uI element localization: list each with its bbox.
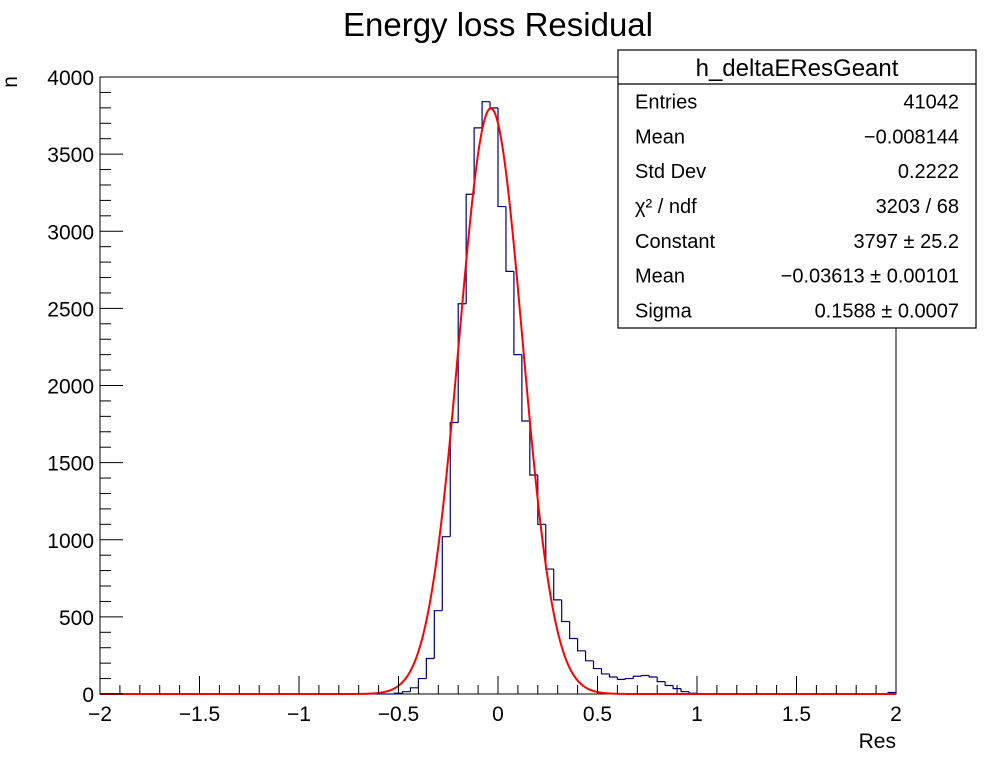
stats-row-value: −0.008144 — [864, 126, 959, 148]
histogram-bin — [608, 673, 618, 678]
histogram-bin — [569, 621, 578, 640]
histogram-bin — [513, 271, 522, 356]
y-tick-label: 1000 — [47, 530, 94, 553]
y-tick-label: 2000 — [47, 376, 94, 399]
histogram-bin — [616, 677, 626, 680]
stats-row-value: 41042 — [903, 91, 959, 113]
x-tick-label: 1.5 — [782, 703, 811, 726]
y-tick-label: 0 — [82, 684, 94, 707]
x-tick-label: 0.5 — [583, 703, 612, 726]
stats-box: h_deltaEResGeant Entries 41042 Mean −0.00814… — [617, 49, 977, 329]
histogram-bin — [409, 687, 419, 692]
histogram-bin — [545, 524, 554, 570]
x-tick-label: −1.5 — [179, 703, 220, 726]
stats-row-value: 0.2222 — [898, 161, 959, 183]
stats-row-label: Std Dev — [635, 161, 706, 183]
x-tick-label: 2 — [890, 703, 902, 726]
histogram-bin — [640, 674, 650, 677]
stats-row-value: 3797 ± 25.2 — [853, 231, 959, 253]
x-tick-label: 0 — [492, 703, 504, 726]
stats-row-label: Mean — [635, 266, 685, 288]
histogram-bin — [656, 677, 666, 683]
histogram-bin — [401, 691, 411, 694]
stats-row-label: Entries — [635, 91, 697, 113]
histogram-bin — [561, 599, 570, 623]
y-axis: 0 500 1000 1500 2000 2500 3000 3500 4000 — [47, 67, 123, 707]
x-axis-label: Res — [859, 730, 896, 753]
histogram-bin — [433, 610, 443, 659]
x-tick-label: −0.5 — [378, 703, 419, 726]
histogram-bin — [553, 569, 562, 601]
y-tick-label: 1500 — [47, 453, 94, 476]
histogram-bin — [457, 303, 467, 423]
histogram-bin — [497, 107, 506, 208]
histogram-bin — [688, 691, 697, 694]
y-tick-label: 3500 — [47, 144, 94, 167]
histogram-bin — [672, 685, 682, 690]
histogram-bin — [481, 101, 491, 128]
histogram-bin — [664, 681, 674, 687]
x-tick-label: −1 — [287, 703, 311, 726]
histogram-bin — [505, 206, 514, 272]
histogram-bin — [600, 668, 610, 675]
y-tick-label: 4000 — [47, 67, 94, 90]
histogram-bin — [648, 675, 658, 678]
gaussian-fit-series — [100, 107, 896, 695]
chart-title: Energy loss Residual — [343, 6, 653, 43]
histogram-bin — [473, 127, 483, 195]
histogram-bin — [449, 421, 459, 537]
histogram-bin — [489, 101, 498, 109]
stats-row-value: −0.03613 ± 0.00101 — [781, 266, 959, 288]
x-axis: −2 −1.5 −1 −0.5 0 0.5 1 1.5 2 — [88, 676, 902, 726]
histogram-bin — [521, 354, 530, 422]
stats-row-label: Mean — [635, 126, 685, 148]
histogram-bin — [577, 638, 586, 652]
x-tick-label: 1 — [691, 703, 703, 726]
histogram-bin — [584, 650, 594, 662]
stats-row-value: 0.1588 ± 0.0007 — [815, 301, 959, 323]
y-axis-label: n — [0, 76, 22, 88]
histogram-bin — [624, 677, 634, 680]
y-tick-label: 500 — [59, 607, 94, 630]
stats-box-title: h_deltaEResGeant — [696, 55, 899, 82]
histogram-bin — [632, 675, 642, 679]
stats-row-label: χ² / ndf — [635, 196, 697, 218]
histogram-bin — [592, 660, 602, 670]
histogram-bin — [680, 688, 690, 693]
histogram-bin — [417, 677, 427, 688]
stats-row-value: 3203 / 68 — [876, 196, 959, 218]
histogram-bin — [441, 536, 451, 611]
y-tick-label: 2500 — [47, 298, 94, 321]
stats-row-label: Sigma — [635, 301, 693, 323]
x-tick-label: −2 — [88, 703, 112, 726]
gaussian-fit-curve — [100, 107, 896, 695]
stats-box-frame — [617, 49, 977, 329]
stats-row-label: Constant — [635, 231, 715, 253]
y-tick-label: 3000 — [47, 221, 94, 244]
histogram-bin — [425, 657, 435, 679]
histogram-bin — [393, 692, 403, 694]
